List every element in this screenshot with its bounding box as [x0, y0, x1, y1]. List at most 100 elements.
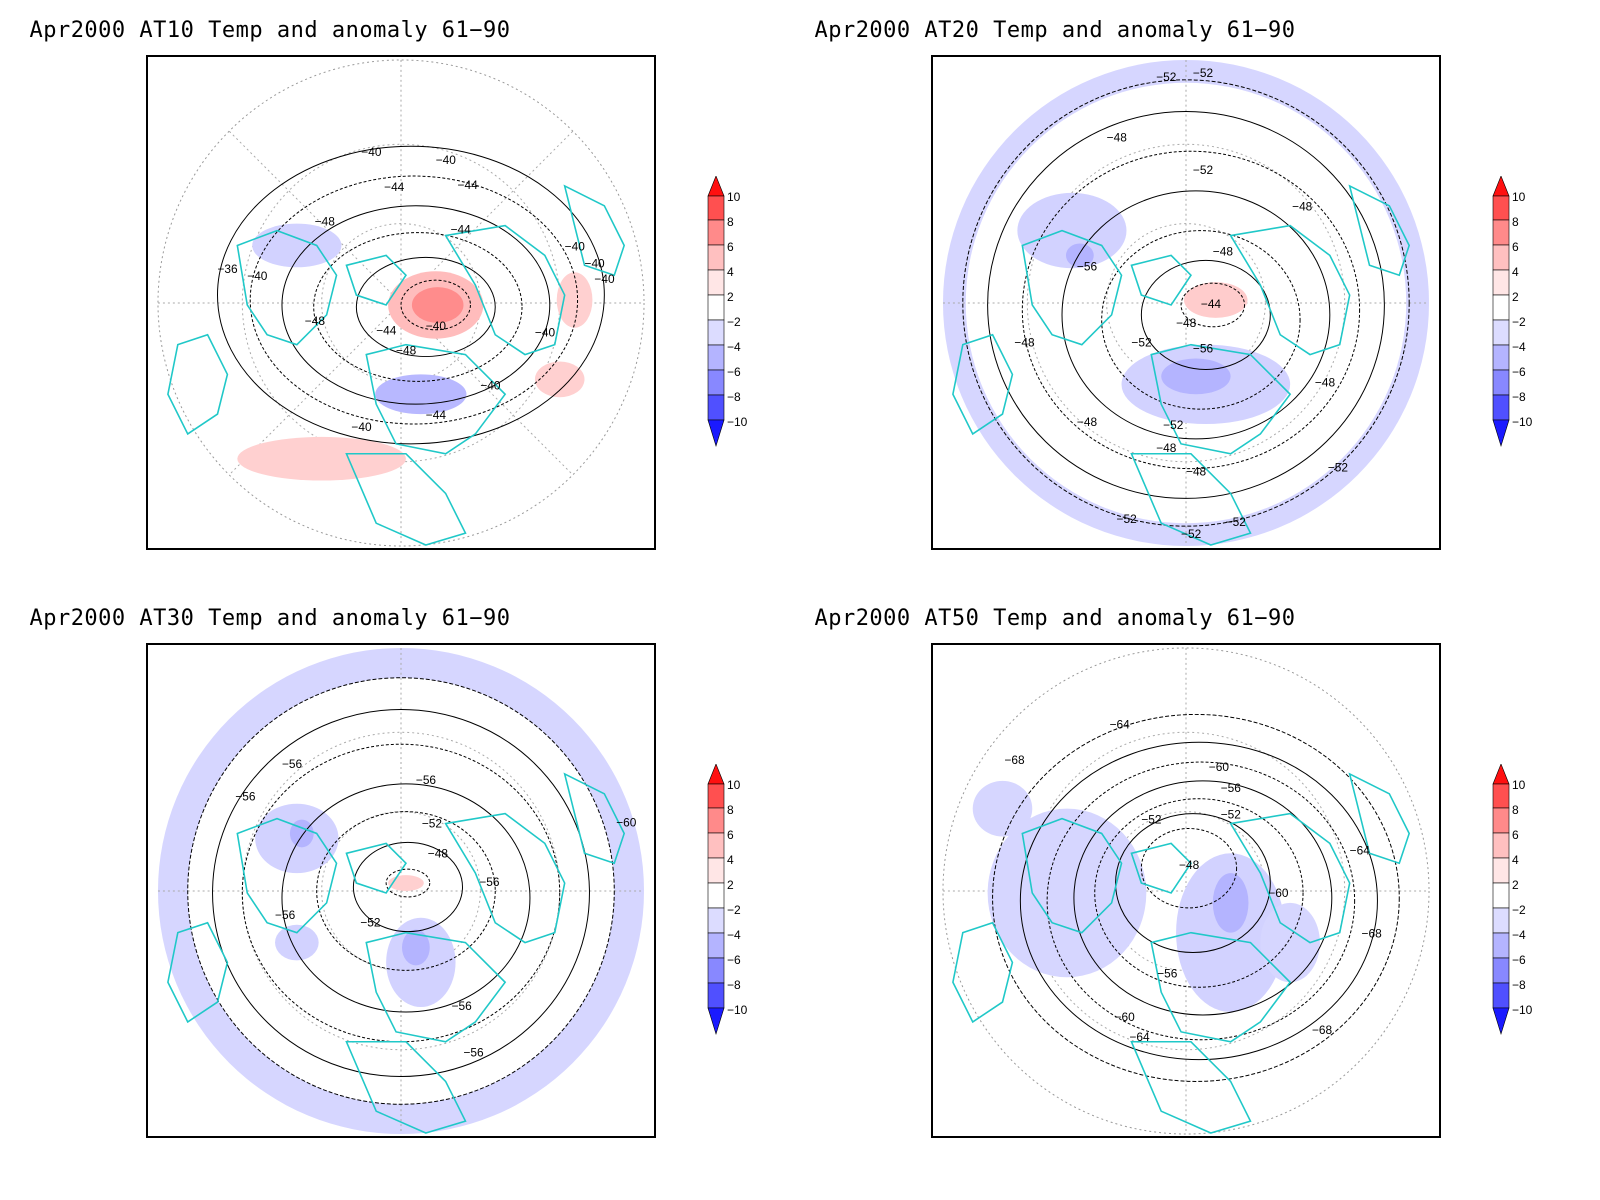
contour-label: −48 — [1176, 316, 1197, 330]
map-svg: −64 −68 −60 −56 −52 −52 −48 −60 −64 −68 … — [942, 647, 1430, 1135]
contour-label: −52 — [1328, 461, 1349, 475]
contour-label: −48 — [305, 314, 326, 328]
contour-label: −56 — [452, 999, 473, 1013]
anomaly-shading — [255, 803, 456, 1008]
colorbar-label: −8 — [1512, 978, 1526, 992]
coastlines — [167, 772, 626, 1134]
colorbar-label: −8 — [727, 390, 741, 404]
contour-label: −40 — [426, 319, 447, 333]
contour-label: −40 — [480, 378, 501, 392]
contour-label: −60 — [616, 816, 637, 830]
colorbar-label: −10 — [727, 415, 748, 429]
contour-label: −40 — [535, 326, 556, 340]
contour-label: −52 — [1141, 813, 1162, 827]
anomaly-shading — [1017, 192, 1291, 425]
colorbar-label: −6 — [1512, 953, 1526, 967]
contour-label: −48 — [1107, 130, 1128, 144]
colorbar-label: 8 — [727, 803, 734, 817]
colorbar-label: −6 — [1512, 365, 1526, 379]
colorbar-label: −10 — [1512, 415, 1533, 429]
colorbar-label: 2 — [727, 290, 734, 304]
contour-label: −64 — [1110, 717, 1131, 731]
anomaly-shading — [972, 780, 1320, 1013]
colorbar-label: −2 — [1512, 315, 1526, 329]
colorbar-svg: 10 8 6 4 2 −2 −4 −6 −8 −10 — [1492, 763, 1533, 1036]
colorbar-svg: 10 8 6 4 2 −2 −4 −6 −8 −10 — [707, 763, 748, 1036]
panel-at50: Apr2000 AT50 Temp and anomaly 61−90 — [785, 588, 1545, 1168]
contour-labels: −40 −40 −44 −44 −48 −44 −36 −48 −44 −40 … — [217, 145, 614, 434]
colorbar-label: −6 — [727, 365, 741, 379]
contour-label: −52 — [1221, 808, 1242, 822]
colorbar: 10 8 6 4 2 −2 −4 −6 −8 −10 — [1490, 763, 1570, 1044]
colorbar-label: −8 — [1512, 390, 1526, 404]
contour-label: −44 — [384, 180, 405, 194]
colorbar-label: 8 — [1512, 803, 1519, 817]
colorbar-label: −6 — [727, 953, 741, 967]
polar-map: −40 −40 −44 −44 −48 −44 −36 −48 −44 −40 … — [146, 55, 656, 550]
panel-title: Apr2000 AT50 Temp and anomaly 61−90 — [814, 606, 1296, 631]
contours — [187, 677, 615, 1105]
contour-label: −52 — [1131, 336, 1152, 350]
contour-label: −40 — [565, 239, 586, 253]
contour-label: −40 — [585, 256, 606, 270]
map-svg: −40 −40 −44 −44 −48 −44 −36 −48 −44 −40 … — [157, 59, 645, 547]
colorbar-label: 4 — [1512, 853, 1519, 867]
contour-label: −60 — [1209, 760, 1230, 774]
contour-label: −48 — [1292, 200, 1313, 214]
contour-label: −52 — [360, 916, 381, 930]
contour-label: −48 — [1186, 465, 1207, 479]
colorbar-label: 4 — [1512, 265, 1519, 279]
contour-label: −40 — [351, 420, 372, 434]
contour-label: −40 — [247, 269, 268, 283]
contour-label: −52 — [1181, 527, 1202, 541]
coastlines — [952, 772, 1411, 1134]
colorbar-label: 10 — [1512, 778, 1526, 792]
contour-label: −48 — [315, 215, 336, 229]
contour-label: −56 — [463, 1046, 484, 1060]
panel-title: Apr2000 AT20 Temp and anomaly 61−90 — [814, 18, 1296, 43]
contour-label: −40 — [436, 153, 457, 167]
contour-label: −56 — [235, 790, 256, 804]
panel-at20: Apr2000 AT20 Temp and anomaly 61−90 — [785, 0, 1545, 580]
colorbar-label: −10 — [1512, 1003, 1533, 1017]
colorbar-label: −2 — [727, 903, 741, 917]
contour-label: −56 — [1221, 781, 1242, 795]
colorbar-label: 8 — [1512, 215, 1519, 229]
contour-label: −56 — [275, 908, 296, 922]
colorbar-label: −2 — [1512, 903, 1526, 917]
contour-label: −56 — [1077, 259, 1098, 273]
coastlines — [167, 184, 626, 546]
contour-label: −48 — [1213, 244, 1234, 258]
contour-label: −44 — [426, 408, 447, 422]
contours — [992, 713, 1400, 1082]
contour-label: −60 — [1115, 1010, 1136, 1024]
contour-label: −60 — [1268, 886, 1289, 900]
colorbar-label: 4 — [727, 265, 734, 279]
colorbar-label: 2 — [1512, 290, 1519, 304]
contour-label: −44 — [1201, 297, 1222, 311]
colorbar-label: 6 — [727, 828, 734, 842]
colorbar-label: 10 — [1512, 190, 1526, 204]
colorbar-label: −10 — [727, 1003, 748, 1017]
polar-map: −56 −56 −56 −52 −48 −56 −56 −52 −60 −56 … — [146, 643, 656, 1138]
contour-label: −48 — [1179, 858, 1200, 872]
contour-labels: −64 −68 −60 −56 −52 −52 −48 −60 −64 −68 … — [1004, 717, 1382, 1043]
contour-label: −44 — [458, 178, 479, 192]
polar-map: −64 −68 −60 −56 −52 −52 −48 −60 −64 −68 … — [931, 643, 1441, 1138]
anomaly-shading — [237, 223, 593, 481]
map-svg: −56 −56 −56 −52 −48 −56 −56 −52 −60 −56 … — [157, 647, 645, 1135]
contour-label: −40 — [594, 272, 615, 286]
colorbar-label: 4 — [727, 853, 734, 867]
colorbar-label: 2 — [727, 878, 734, 892]
contour-label: −48 — [1077, 415, 1098, 429]
contour-label: −52 — [1226, 515, 1247, 529]
colorbar-label: 8 — [727, 215, 734, 229]
contour-label: −68 — [1004, 753, 1025, 767]
contour-label: −56 — [479, 875, 500, 889]
contour-label: −56 — [282, 757, 303, 771]
colorbar: 10 8 6 4 2 −2 −4 −6 −8 −10 — [705, 175, 785, 456]
coastlines — [952, 184, 1411, 546]
map-svg: −52 −52 −48 −52 −48 −56 −48 −44 −48 −52 … — [942, 59, 1430, 547]
panel-title: Apr2000 AT10 Temp and anomaly 61−90 — [29, 18, 511, 43]
contour-label: −48 — [1014, 336, 1035, 350]
